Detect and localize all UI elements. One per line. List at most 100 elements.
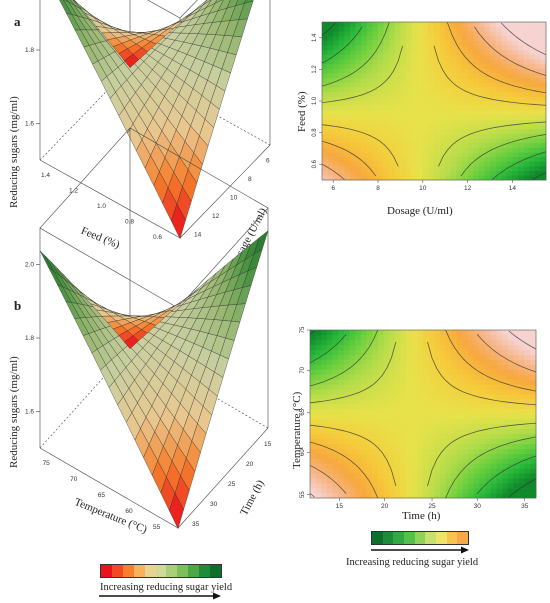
contour-a-cell-5-25 <box>350 59 356 65</box>
contour-b-cell-3-13 <box>326 428 333 435</box>
contour-b-cell-9-25 <box>360 369 367 375</box>
contour-b-cell-37-0 <box>519 493 525 499</box>
contour-a-cell-11-5 <box>383 152 390 158</box>
contour-a-cell-3-16 <box>338 101 345 106</box>
contour-b-cell-15-26 <box>394 364 401 370</box>
contour-b-cell-12-11 <box>377 438 384 444</box>
contour-a-cell-36-0 <box>523 175 530 181</box>
contour-a-cell-13-2 <box>394 166 401 172</box>
contour-a-cell-4-12 <box>344 119 351 125</box>
contour-b-cell-32-12 <box>490 433 497 439</box>
contour-b-cell-18-28 <box>411 354 418 360</box>
contour-b-cell-37-29 <box>519 349 525 355</box>
contour-a-cell-35-2 <box>518 166 524 172</box>
contour-b-cell-2-1 <box>321 488 328 494</box>
contour-b-cell-22-1 <box>434 488 441 494</box>
contour-b-cell-24-6 <box>445 463 452 469</box>
contour-b-cell-0-23 <box>310 379 316 385</box>
contour-b-cell-29-25 <box>473 369 480 375</box>
contour-b-cell-15-11 <box>394 438 401 444</box>
contour-b-cell-25-11 <box>451 438 458 444</box>
contour-a-cell-6-21 <box>355 77 362 83</box>
contour-b-cell-9-13 <box>360 428 367 435</box>
contour-a-cell-0-30 <box>322 35 328 41</box>
contour-b-cell-30-3 <box>479 478 486 484</box>
contour-a-cell-34-30 <box>512 35 519 41</box>
contour-a-cell-17-5 <box>417 152 424 158</box>
contour-a-cell-11-1 <box>383 170 390 176</box>
contour-b-cell-39-31 <box>530 339 537 346</box>
contour-a-ytick-label-1: 0.8 <box>312 128 318 137</box>
contour-a-cell-7-4 <box>361 156 368 162</box>
contour-a-cell-15-18 <box>406 91 412 97</box>
contour-a-cell-35-0 <box>518 175 524 181</box>
contour-b-cell-0-17 <box>310 409 316 415</box>
contour-b-cell-22-8 <box>434 453 441 459</box>
contour-a-cell-33-29 <box>506 40 513 46</box>
contour-b-cell-38-16 <box>524 414 531 420</box>
contour-a-cell-6-4 <box>355 156 362 162</box>
contour-a-cell-30-21 <box>490 77 496 83</box>
contour-a-cell-17-15 <box>417 105 424 111</box>
contour-b-cell-3-11 <box>326 438 333 444</box>
contour-a-cell-7-6 <box>361 147 368 153</box>
contour-b-cell-21-30 <box>428 344 435 351</box>
contour-a-cell-27-33 <box>473 22 480 27</box>
contour-a-cell-13-29 <box>394 40 401 46</box>
contour-b-cell-22-22 <box>434 384 441 390</box>
contour-b-cell-6-24 <box>343 374 350 380</box>
contour-b-cell-14-8 <box>389 453 396 459</box>
contour-a-cell-12-31 <box>389 31 396 37</box>
contour-b-cell-19-1 <box>417 488 424 494</box>
contour-a-cell-26-25 <box>467 59 474 65</box>
contour-a-cell-28-27 <box>478 49 485 55</box>
contour-a-cell-22-6 <box>445 147 452 153</box>
contour-b-cell-36-28 <box>513 354 520 360</box>
contour-b-cell-25-20 <box>451 394 458 400</box>
contour-a-cell-17-25 <box>417 59 424 65</box>
contour-b-cell-22-4 <box>434 473 441 479</box>
contour-a-cell-9-11 <box>372 124 379 130</box>
contour-a-cell-24-33 <box>456 22 463 27</box>
contour-b-cell-0-31 <box>310 339 316 346</box>
contour-a-cell-9-29 <box>372 40 379 46</box>
contour-a-cell-29-8 <box>484 138 491 144</box>
contour-b-cell-17-24 <box>406 374 412 380</box>
contour-a-cell-37-2 <box>529 166 536 172</box>
contour-a-cell-3-5 <box>338 152 345 158</box>
contour-b-cell-7-8 <box>349 453 356 459</box>
contour-b-cell-3-32 <box>326 334 333 341</box>
contour-b-cell-10-9 <box>366 448 373 454</box>
contour-a-cell-6-0 <box>355 175 362 181</box>
contour-b-cell-4-26 <box>332 364 339 370</box>
contour-b-cell-20-25 <box>423 369 429 375</box>
contour-a-cell-35-19 <box>518 87 524 93</box>
contour-a-cell-8-30 <box>366 35 373 41</box>
contour-b-cell-1-31 <box>315 339 322 346</box>
contour-b-cell-31-6 <box>485 463 492 469</box>
contour-b-cell-9-21 <box>360 389 367 395</box>
contour-a-cell-37-7 <box>529 142 536 148</box>
contour-a-cell-7-15 <box>361 105 368 111</box>
contour-b-cell-3-18 <box>326 404 333 410</box>
contour-a-cell-23-21 <box>450 77 457 83</box>
contour-b-cell-31-7 <box>485 458 492 464</box>
contour-a-cell-28-29 <box>478 40 485 46</box>
contour-a-cell-23-6 <box>450 147 457 153</box>
contour-b-cell-2-19 <box>321 399 328 405</box>
contour-b-cell-16-27 <box>400 359 407 365</box>
contour-b-cell-24-23 <box>445 379 452 385</box>
contour-a-cell-20-7 <box>434 142 440 148</box>
contour-a-cell-10-23 <box>378 68 384 74</box>
contour-a-cell-19-32 <box>428 26 435 32</box>
contour-a-cell-22-0 <box>445 175 452 181</box>
contour-b-cell-22-23 <box>434 379 441 385</box>
contour-b-cell-38-15 <box>524 418 531 425</box>
contour-a-cell-21-7 <box>439 142 446 148</box>
contour-a-cell-21-12 <box>439 119 446 125</box>
contour-a-cell-32-11 <box>501 124 508 130</box>
contour-b-cell-15-5 <box>394 468 401 474</box>
contour-b-cell-12-23 <box>377 379 384 385</box>
contour-b-cell-38-2 <box>524 483 531 489</box>
